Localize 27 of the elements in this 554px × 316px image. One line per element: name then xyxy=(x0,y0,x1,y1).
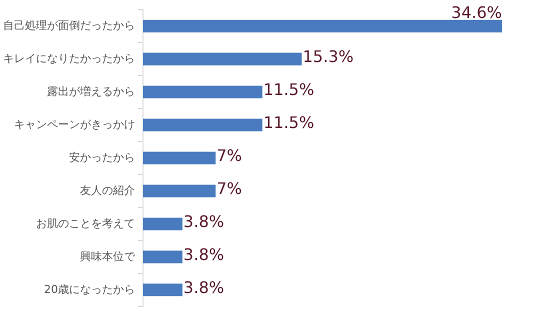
bar xyxy=(143,86,262,98)
y-tick-label: 友人の紹介 xyxy=(80,184,135,197)
bar xyxy=(143,20,502,32)
bar xyxy=(143,218,182,230)
data-label: 11.5% xyxy=(263,113,314,132)
y-tick-label: 露出が増えるから xyxy=(47,84,135,98)
data-label: 3.8% xyxy=(183,212,224,232)
bar xyxy=(143,250,182,264)
data-label: 15.3% xyxy=(302,47,354,66)
data-label: 7% xyxy=(216,179,242,198)
data-label: 3.8% xyxy=(183,278,224,298)
data-label: 11.5% xyxy=(263,80,314,100)
y-tick-label: 20歳になったから xyxy=(44,282,135,296)
y-tick-label: 興味本位で xyxy=(80,250,136,263)
data-label: 7% xyxy=(216,146,242,166)
y-tick-label: 自己処理が面倒だったから xyxy=(3,18,135,32)
data-label: 3.8% xyxy=(183,245,224,264)
y-tick-label: キャンペーンがきっかけ xyxy=(14,118,135,131)
bar xyxy=(143,152,216,164)
bar xyxy=(143,118,262,132)
data-label: 34.6% xyxy=(451,2,502,22)
y-tick-label: お肌のことを考えて xyxy=(36,216,135,230)
bar xyxy=(143,284,182,296)
y-tick-label: キレイになりたかったから xyxy=(3,52,135,65)
y-tick-label: 安かったから xyxy=(69,150,135,164)
bar xyxy=(143,52,302,66)
bar xyxy=(143,184,216,198)
